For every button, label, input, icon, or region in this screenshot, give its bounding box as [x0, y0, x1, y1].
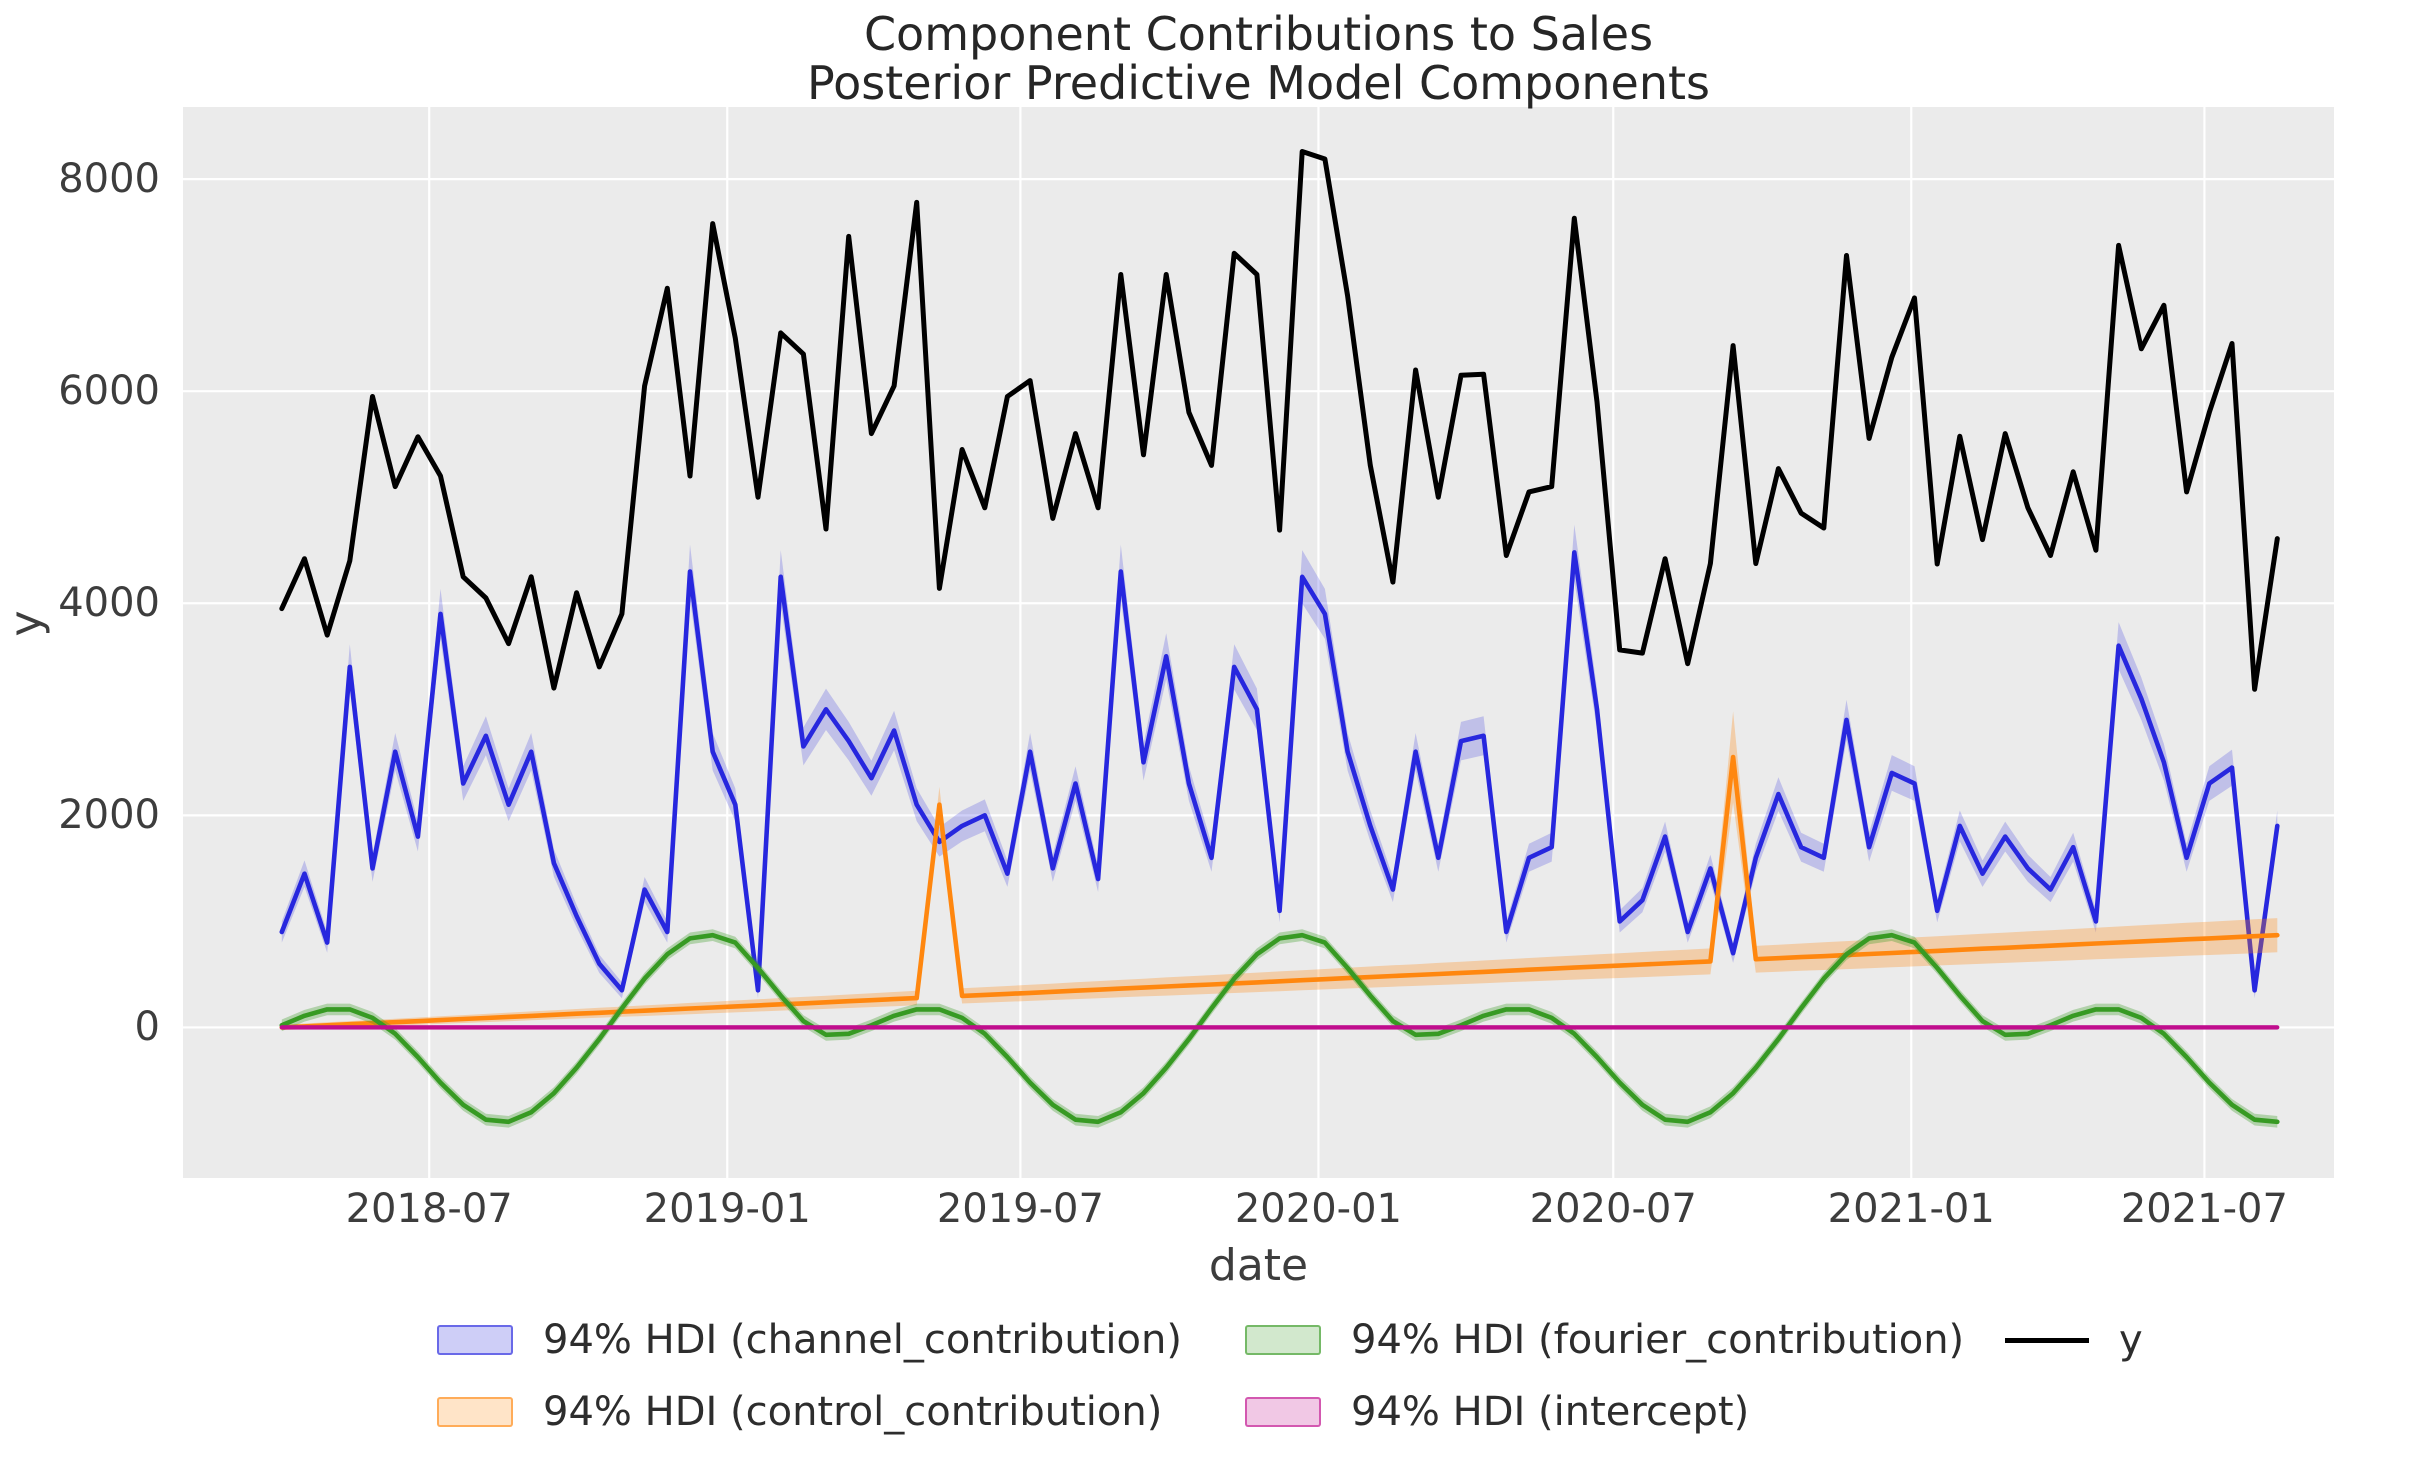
chart-subtitle: Posterior Predictive Model Components: [806, 56, 1711, 110]
legend-item-control-contribution: 94% HDI (control_contribution): [437, 1389, 1162, 1435]
x-axis-label: date: [1208, 1240, 1309, 1291]
y-tick-label: 4000: [58, 580, 160, 627]
x-tick-label: 2020-07: [1529, 1186, 1697, 1232]
channel-hdi-swatch: [437, 1325, 513, 1355]
series-line-channel_contribution: [279, 550, 2280, 993]
series-line-y: [279, 149, 2280, 692]
legend-label-control: 94% HDI (control_contribution): [543, 1389, 1163, 1435]
y-tick-label: 8000: [58, 156, 160, 203]
x-tick-label: 2021-01: [1827, 1186, 1995, 1232]
y-tick-label: 0: [134, 1004, 160, 1051]
legend-item-channel-contribution: 94% HDI (channel_contribution): [437, 1317, 1182, 1363]
legend-item-y: y: [2005, 1317, 2143, 1363]
y-line-sample: [2005, 1337, 2089, 1343]
legend-label-y: y: [2119, 1317, 2143, 1363]
intercept-hdi-swatch: [1245, 1397, 1321, 1427]
legend-label-channel: 94% HDI (channel_contribution): [543, 1317, 1182, 1363]
series-line-fourier_contribution: [279, 932, 2280, 1125]
y-tick-label: 6000: [58, 368, 160, 415]
legend-item-fourier-contribution: 94% HDI (fourier_contribution): [1245, 1317, 1964, 1363]
legend-label-intercept: 94% HDI (intercept): [1351, 1389, 1750, 1435]
fourier-hdi-swatch: [1245, 1325, 1321, 1355]
legend-label-fourier: 94% HDI (fourier_contribution): [1351, 1317, 1965, 1363]
y-tick-label: 2000: [58, 792, 160, 839]
chart-title: Component Contributions to Sales: [863, 7, 1654, 61]
control-hdi-swatch: [437, 1397, 513, 1427]
legend-item-intercept: 94% HDI (intercept): [1245, 1389, 1749, 1435]
x-tick-label: 2021-07: [2120, 1186, 2288, 1232]
x-tick-label: 2018-07: [345, 1186, 513, 1232]
x-tick-label: 2020-01: [1234, 1186, 1402, 1232]
hdi-band-control_contribution: [281, 711, 2278, 1031]
x-tick-label: 2019-01: [643, 1186, 811, 1232]
x-tick-label: 2019-07: [936, 1186, 1104, 1232]
series-line-control_contribution: [279, 754, 2280, 1030]
chart-title-block: Component Contributions to Sales Posteri…: [183, 10, 2334, 108]
